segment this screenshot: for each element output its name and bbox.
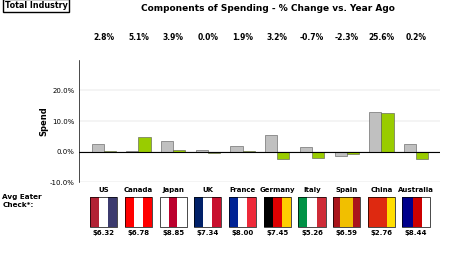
Text: $6.59: $6.59 xyxy=(336,230,358,236)
Text: Total Industry: Total Industry xyxy=(5,1,67,10)
Bar xyxy=(369,112,381,152)
Bar xyxy=(161,141,173,152)
Text: 25.6%: 25.6% xyxy=(368,33,395,42)
Text: $2.76: $2.76 xyxy=(370,230,392,236)
Bar xyxy=(104,151,116,152)
Text: $8.85: $8.85 xyxy=(162,230,184,236)
Text: Avg Eater
Check*:: Avg Eater Check*: xyxy=(2,194,42,208)
Text: 0.0%: 0.0% xyxy=(197,33,218,42)
Text: 3.2%: 3.2% xyxy=(267,33,288,42)
Text: $6.32: $6.32 xyxy=(93,230,115,236)
Text: 5.1%: 5.1% xyxy=(128,33,149,42)
Bar xyxy=(231,146,242,152)
Bar xyxy=(92,144,104,152)
Bar xyxy=(277,152,289,159)
Text: $7.34: $7.34 xyxy=(197,230,219,236)
Text: $8.44: $8.44 xyxy=(405,230,427,236)
Text: 2.8%: 2.8% xyxy=(93,33,114,42)
Bar xyxy=(300,147,312,152)
Bar xyxy=(126,151,138,152)
Bar xyxy=(208,152,220,153)
Text: $6.78: $6.78 xyxy=(128,230,149,236)
Y-axis label: Spend: Spend xyxy=(39,106,48,136)
Text: Components of Spending - % Change vs. Year Ago: Components of Spending - % Change vs. Ye… xyxy=(141,4,395,13)
Bar xyxy=(416,152,428,159)
Text: 3.9%: 3.9% xyxy=(163,33,184,42)
Bar xyxy=(242,151,255,152)
Bar xyxy=(196,150,208,152)
Text: -0.7%: -0.7% xyxy=(300,33,324,42)
Bar xyxy=(404,144,416,152)
Text: -2.3%: -2.3% xyxy=(335,33,359,42)
Bar xyxy=(173,150,185,152)
Bar xyxy=(347,152,359,154)
Text: $5.26: $5.26 xyxy=(301,230,323,236)
Bar xyxy=(138,137,151,152)
Text: 1.9%: 1.9% xyxy=(232,33,253,42)
Bar xyxy=(381,113,394,152)
Bar xyxy=(265,135,277,152)
Text: $7.45: $7.45 xyxy=(266,230,288,236)
Text: $8.00: $8.00 xyxy=(232,230,254,236)
Text: 0.2%: 0.2% xyxy=(405,33,427,42)
Bar xyxy=(335,152,347,156)
Bar xyxy=(312,152,324,158)
